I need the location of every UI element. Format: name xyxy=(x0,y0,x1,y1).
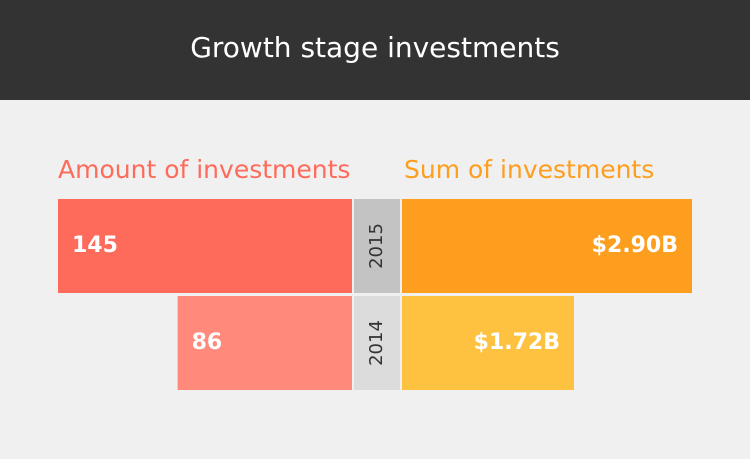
bar xyxy=(58,199,352,293)
legend-right: Sum of investments xyxy=(404,155,654,184)
header xyxy=(0,0,750,100)
category-cell xyxy=(354,199,400,293)
value-label: 145 xyxy=(72,233,118,258)
bar xyxy=(177,296,352,390)
legend-left: Amount of investments xyxy=(58,155,350,184)
value-label: $1.72B xyxy=(474,330,560,355)
value-label: 86 xyxy=(192,330,223,355)
bar xyxy=(402,296,574,390)
chart-title: Growth stage investments xyxy=(190,31,560,64)
value-label: $2.90B xyxy=(592,233,678,258)
category-label: 2014 xyxy=(366,320,387,366)
category-cell xyxy=(354,296,400,390)
bar xyxy=(402,199,692,293)
category-label: 2015 xyxy=(366,223,387,269)
